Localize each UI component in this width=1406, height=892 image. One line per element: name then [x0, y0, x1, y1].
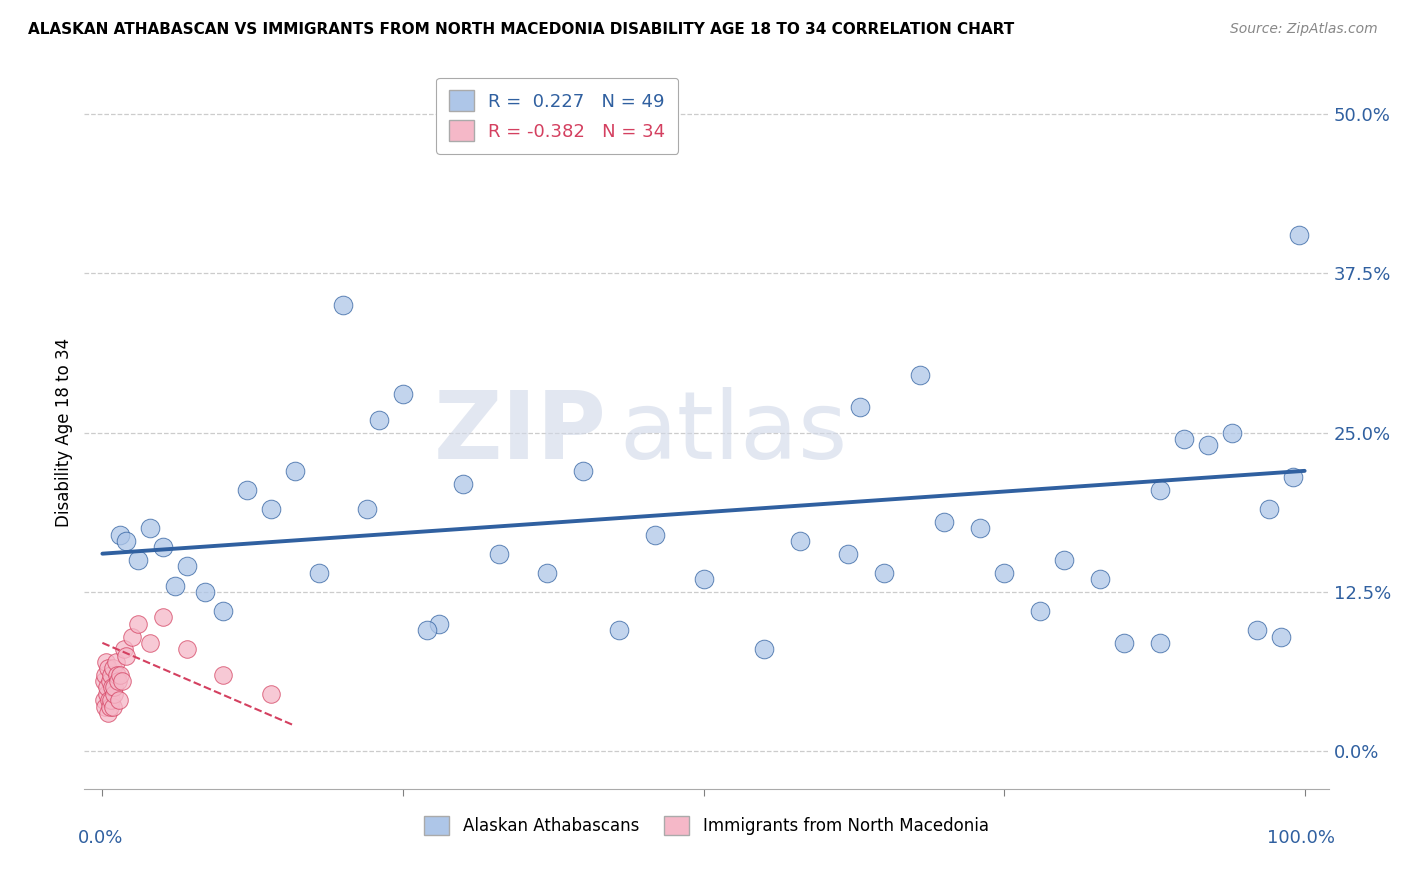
Point [1149, 636, 1171, 650]
Point [993, 566, 1015, 580]
Point [260, 687, 283, 701]
Point [112, 642, 135, 657]
Legend: Alaskan Athabascans, Immigrants from North Macedonia: Alaskan Athabascans, Immigrants from Nor… [418, 810, 995, 842]
Point [1270, 630, 1292, 644]
Point [108, 693, 131, 707]
Point [111, 674, 134, 689]
Point [94, 667, 117, 681]
Point [94, 655, 117, 669]
Point [260, 502, 283, 516]
Point [1222, 425, 1244, 440]
Point [100, 667, 122, 681]
Point [105, 667, 128, 681]
Text: 0.0%: 0.0% [79, 829, 124, 847]
Point [96, 681, 118, 695]
Point [98, 674, 121, 689]
Text: ZIP: ZIP [434, 386, 607, 479]
Point [152, 610, 174, 624]
Point [332, 298, 354, 312]
Point [93, 674, 115, 689]
Point [103, 661, 125, 675]
Point [101, 699, 124, 714]
Point [1288, 228, 1310, 243]
Point [1114, 636, 1136, 650]
Point [104, 655, 127, 669]
Point [176, 642, 198, 657]
Point [1173, 432, 1195, 446]
Point [94, 699, 117, 714]
Point [284, 464, 307, 478]
Y-axis label: Disability Age 18 to 34: Disability Age 18 to 34 [55, 338, 73, 527]
Point [392, 387, 415, 401]
Point [98, 693, 121, 707]
Text: 100.0%: 100.0% [1267, 829, 1334, 847]
Point [1053, 553, 1076, 567]
Point [609, 623, 631, 637]
Point [752, 642, 775, 657]
Point [308, 566, 330, 580]
Point [103, 681, 125, 695]
Point [356, 502, 378, 516]
Text: ALASKAN ATHABASCAN VS IMMIGRANTS FROM NORTH MACEDONIA DISABILITY AGE 18 TO 34 CO: ALASKAN ATHABASCAN VS IMMIGRANTS FROM NO… [28, 22, 1014, 37]
Point [110, 527, 132, 541]
Point [139, 521, 162, 535]
Point [97, 661, 120, 675]
Point [536, 566, 558, 580]
Point [789, 533, 811, 548]
Point [163, 578, 186, 592]
Point [110, 667, 132, 681]
Point [1149, 483, 1171, 497]
Point [1257, 502, 1279, 516]
Point [1090, 572, 1112, 586]
Point [427, 616, 450, 631]
Point [101, 681, 124, 695]
Point [969, 521, 991, 535]
Point [97, 706, 120, 720]
Point [1029, 604, 1052, 618]
Point [367, 413, 389, 427]
Point [127, 616, 149, 631]
Point [103, 687, 125, 701]
Point [235, 483, 257, 497]
Point [211, 667, 233, 681]
Point [194, 585, 217, 599]
Point [1281, 470, 1303, 484]
Point [100, 693, 122, 707]
Text: Source: ZipAtlas.com: Source: ZipAtlas.com [1230, 22, 1378, 37]
Point [96, 687, 118, 701]
Point [115, 648, 138, 663]
Point [644, 527, 666, 541]
Point [98, 699, 121, 714]
Point [837, 547, 859, 561]
Point [572, 464, 595, 478]
Point [1246, 623, 1268, 637]
Point [211, 604, 233, 618]
Point [451, 476, 474, 491]
Point [416, 623, 439, 637]
Point [115, 533, 138, 548]
Point [1197, 438, 1219, 452]
Point [692, 572, 714, 586]
Point [121, 630, 143, 644]
Point [932, 515, 955, 529]
Text: atlas: atlas [620, 386, 848, 479]
Point [488, 547, 510, 561]
Point [139, 636, 162, 650]
Point [176, 559, 198, 574]
Point [93, 693, 115, 707]
Point [107, 674, 129, 689]
Point [908, 368, 931, 383]
Point [849, 400, 872, 414]
Point [152, 541, 174, 555]
Point [127, 553, 149, 567]
Point [873, 566, 896, 580]
